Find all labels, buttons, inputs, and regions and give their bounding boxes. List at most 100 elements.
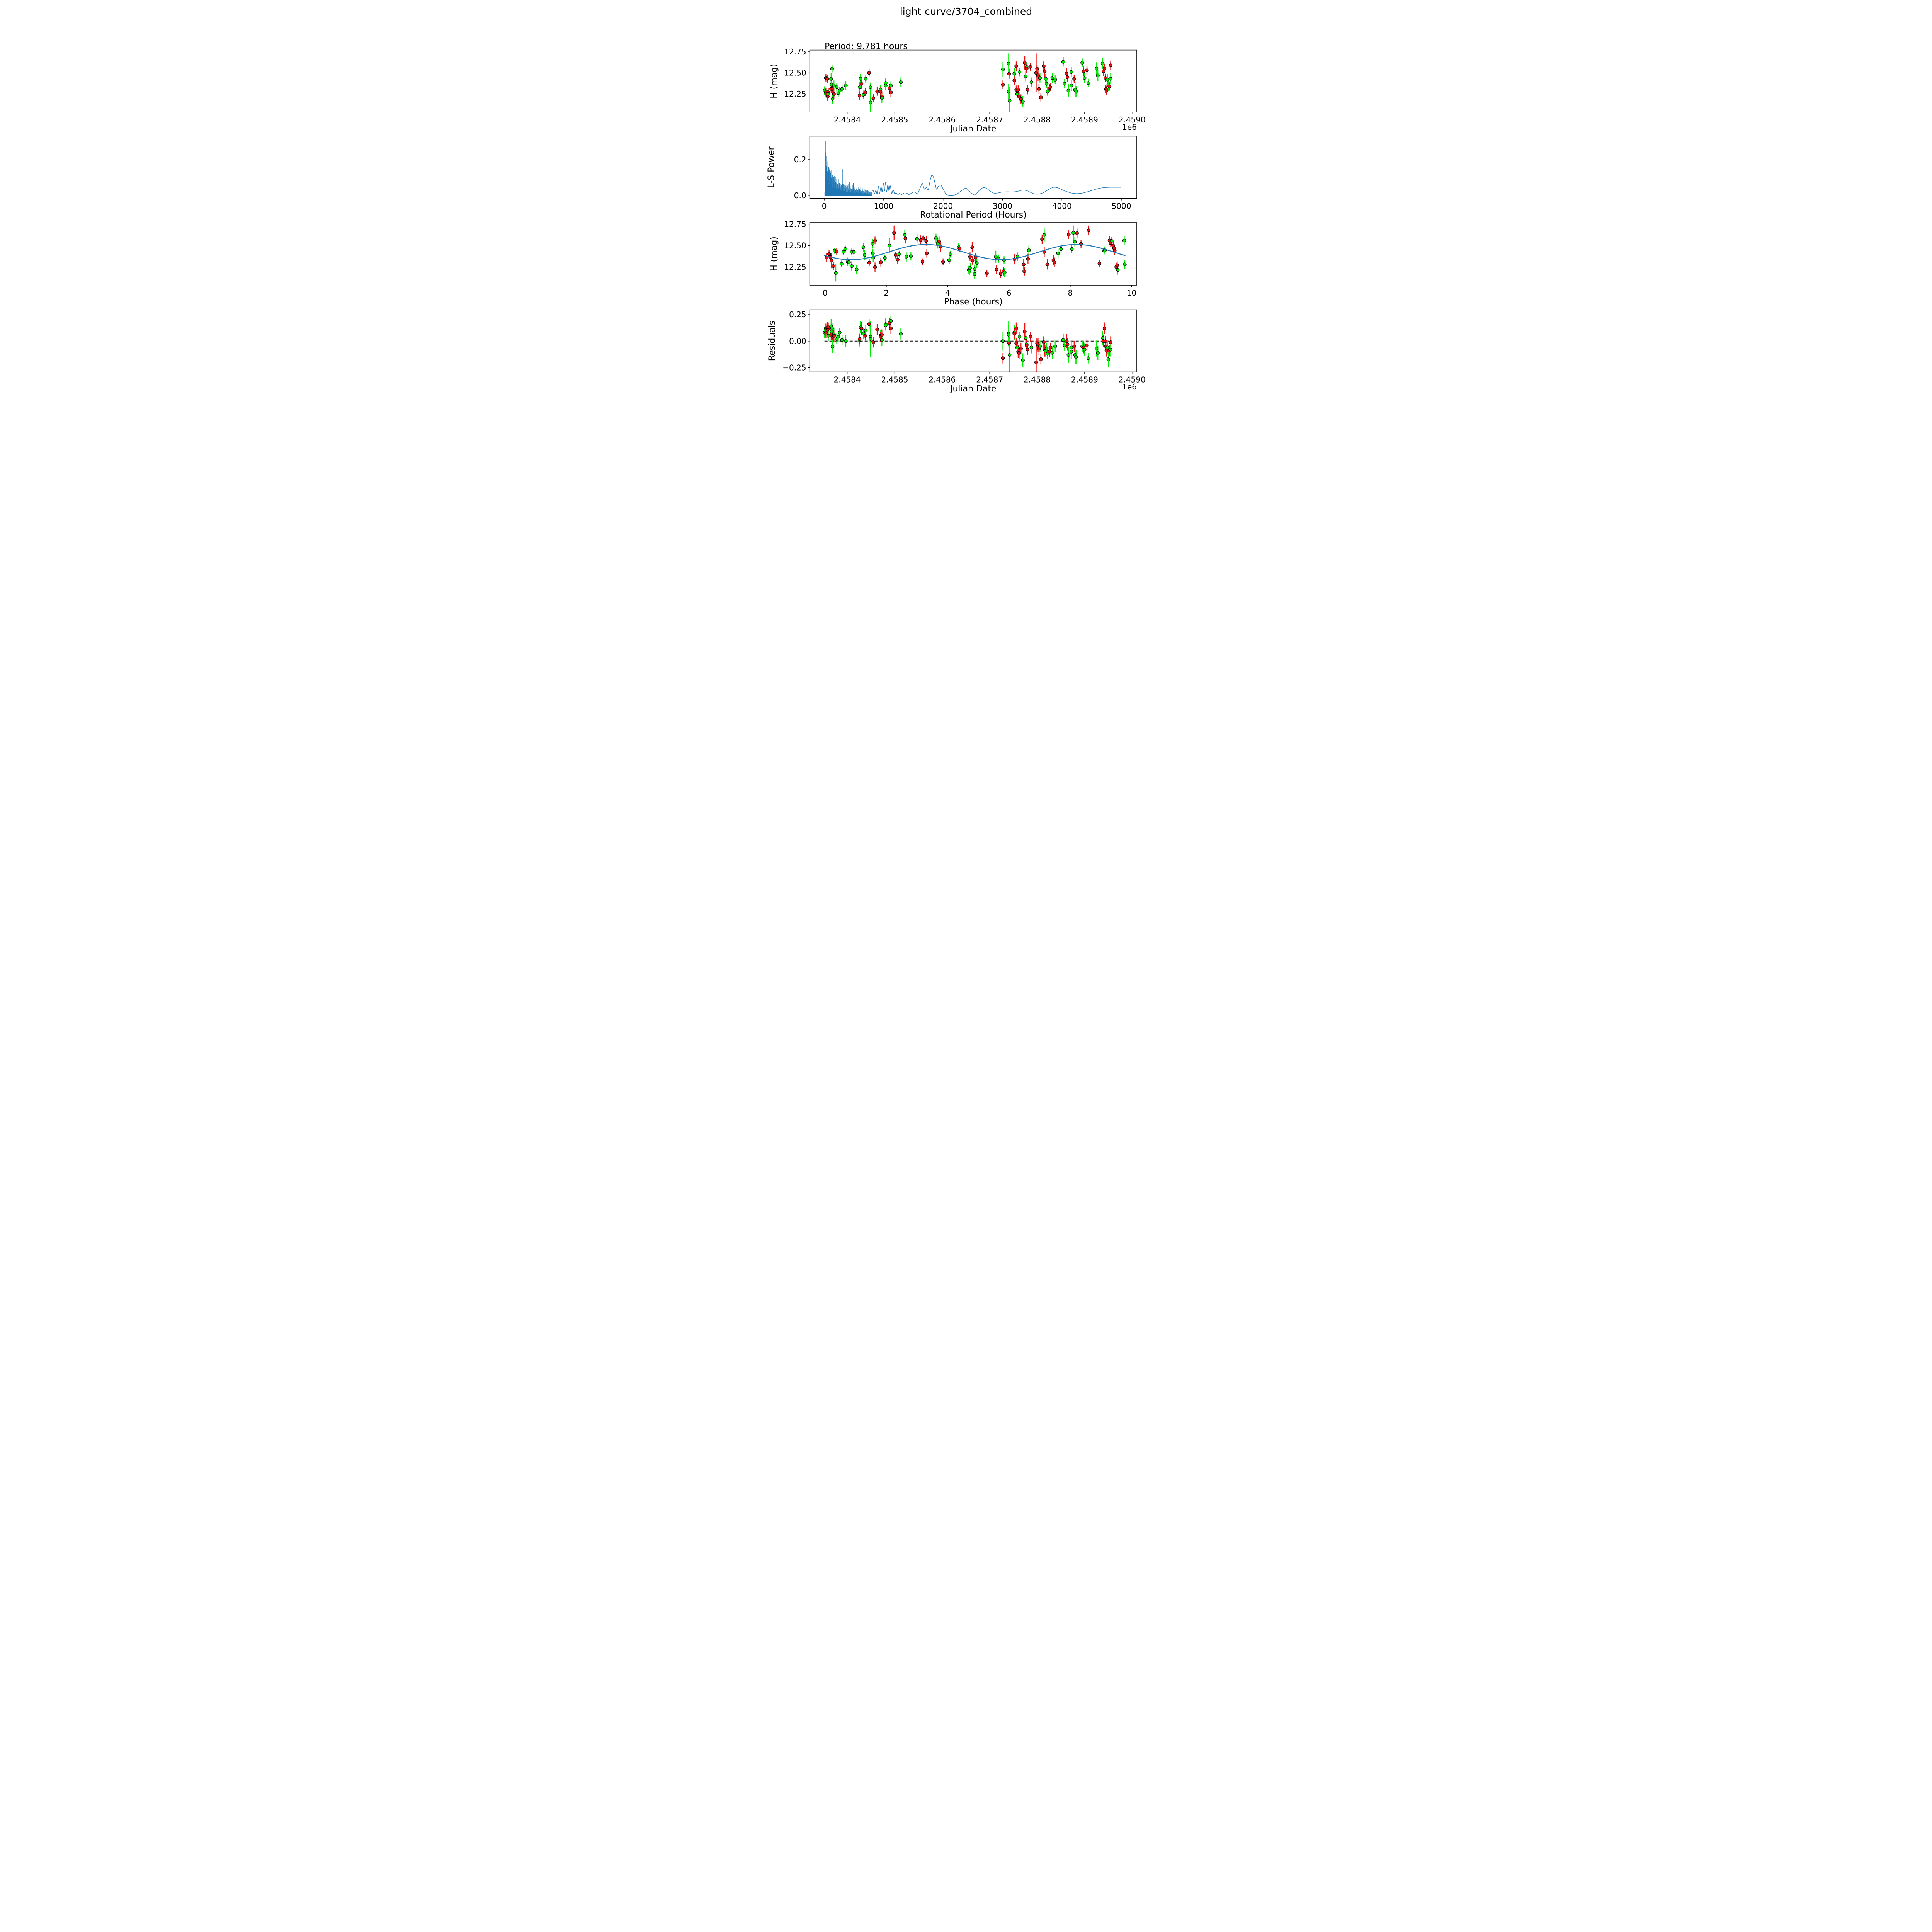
data-point bbox=[1042, 233, 1046, 237]
data-point bbox=[1003, 270, 1007, 274]
data-point bbox=[875, 327, 879, 332]
data-point bbox=[968, 255, 972, 259]
data-point bbox=[1066, 88, 1070, 93]
data-point bbox=[1025, 67, 1029, 71]
error-bars bbox=[824, 53, 1111, 112]
data-point bbox=[973, 267, 977, 271]
data-point bbox=[1044, 347, 1049, 350]
periodogram-ylabel: L-S Power bbox=[767, 146, 776, 188]
data-point bbox=[869, 85, 872, 89]
data-point bbox=[1073, 240, 1077, 244]
data-point bbox=[1023, 330, 1027, 333]
data-point bbox=[1039, 95, 1043, 99]
data-point bbox=[1007, 61, 1010, 66]
error-bars bbox=[824, 315, 1111, 372]
x-tick-label: 4000 bbox=[1052, 202, 1072, 211]
figure-title: light-curve/3704_combined bbox=[900, 6, 1032, 17]
x-tick-label: 2.4586 bbox=[929, 375, 956, 384]
data-point bbox=[1104, 339, 1107, 343]
lightcurve-xlabel: Julian Date bbox=[949, 124, 997, 134]
phase-frame bbox=[809, 222, 1137, 286]
y-tick-label: 12.50 bbox=[784, 68, 806, 78]
periodogram-data bbox=[824, 141, 1121, 196]
data-point bbox=[1026, 88, 1030, 92]
data-point bbox=[1122, 238, 1126, 243]
data-point bbox=[1019, 347, 1023, 350]
data-point bbox=[889, 319, 893, 323]
data-point bbox=[1024, 336, 1028, 340]
data-point bbox=[835, 85, 839, 89]
data-point bbox=[873, 265, 877, 269]
data-point bbox=[838, 331, 842, 335]
data-point bbox=[1044, 77, 1048, 81]
x-tick-label: 0 bbox=[823, 288, 828, 298]
data-point bbox=[1001, 68, 1005, 71]
periodogram-curve bbox=[871, 175, 1121, 196]
data-point bbox=[1037, 87, 1041, 91]
data-point bbox=[827, 252, 831, 256]
data-point bbox=[897, 252, 901, 256]
data-point bbox=[867, 71, 871, 75]
data-point bbox=[949, 252, 952, 256]
data-point bbox=[1072, 77, 1076, 81]
data-point bbox=[857, 94, 862, 98]
data-point bbox=[1014, 341, 1018, 345]
data-point bbox=[863, 90, 867, 94]
data-point bbox=[1085, 68, 1089, 72]
data-point bbox=[840, 87, 844, 91]
data-point bbox=[1056, 251, 1060, 255]
data-point bbox=[1053, 78, 1057, 82]
data-point bbox=[1001, 83, 1005, 87]
x-tick-label: 2.4585 bbox=[881, 115, 908, 124]
data-point bbox=[825, 77, 829, 81]
data-point bbox=[904, 255, 908, 259]
data-point bbox=[1017, 70, 1022, 74]
data-point bbox=[899, 80, 903, 84]
data-point bbox=[834, 271, 838, 275]
data-point bbox=[843, 247, 847, 251]
data-point bbox=[1050, 76, 1054, 80]
data-point bbox=[1100, 61, 1105, 66]
data-point bbox=[1105, 345, 1109, 349]
data-point bbox=[1097, 262, 1101, 265]
x-tick-label: 2.4584 bbox=[834, 375, 861, 384]
data-point bbox=[1061, 60, 1065, 64]
data-point bbox=[1116, 268, 1120, 272]
data-point bbox=[1107, 84, 1111, 88]
y-tick-label: 12.25 bbox=[784, 262, 806, 272]
residuals-ticks: 2.4584 2.4585 2.4586 2.4587 2.4588 2.4589 2.45… bbox=[782, 310, 1145, 384]
data-point bbox=[1007, 90, 1010, 94]
data-point bbox=[861, 245, 866, 249]
residuals-ylabel: Residuals bbox=[767, 321, 777, 361]
data-point bbox=[995, 267, 998, 272]
data-point bbox=[1026, 348, 1030, 352]
data-point bbox=[1094, 67, 1099, 71]
data-point bbox=[1109, 348, 1113, 352]
data-point bbox=[1102, 67, 1107, 71]
data-point bbox=[1087, 356, 1090, 360]
data-point bbox=[884, 323, 888, 327]
data-point bbox=[832, 264, 835, 268]
data-point bbox=[1050, 351, 1054, 355]
data-point bbox=[1115, 263, 1119, 267]
y-tick-label: 0.2 bbox=[794, 155, 806, 164]
lightcurve-ylabel: H (mag) bbox=[769, 64, 779, 99]
data-point bbox=[1087, 81, 1090, 85]
panel-residuals: 2.4584 2.4585 2.4586 2.4587 2.4588 2.4589 2.45… bbox=[767, 309, 1146, 394]
x-tick-label: 2.4588 bbox=[1024, 115, 1051, 124]
data-point bbox=[1085, 344, 1089, 347]
y-tick-label: 12.25 bbox=[784, 89, 806, 99]
data-point bbox=[889, 90, 893, 94]
data-point bbox=[1061, 338, 1065, 342]
x-tick-label: 6 bbox=[1007, 288, 1012, 298]
phase-data bbox=[823, 225, 1127, 282]
x-tick-label: 2.4589 bbox=[1071, 115, 1098, 124]
data-point bbox=[859, 77, 862, 81]
data-point bbox=[871, 251, 875, 255]
data-point bbox=[941, 260, 945, 264]
data-point bbox=[873, 238, 877, 243]
data-point bbox=[999, 272, 1003, 276]
y-tick-label: 0.0 bbox=[794, 191, 806, 200]
data-point bbox=[857, 85, 862, 89]
data-point bbox=[830, 259, 833, 262]
